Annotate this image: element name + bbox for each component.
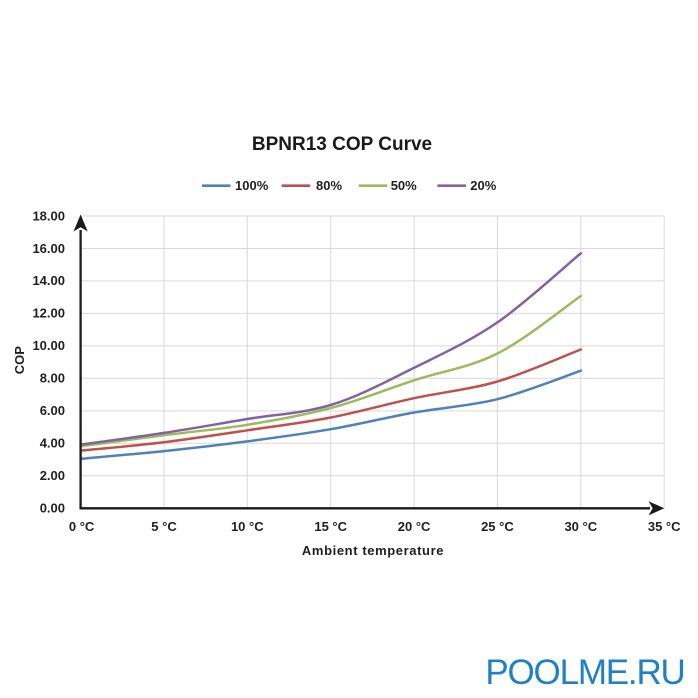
- svg-text:BPNR13 COP Curve: BPNR13 COP Curve: [252, 134, 432, 155]
- svg-text:0 °C: 0 °C: [69, 519, 95, 534]
- svg-text:50%: 50%: [391, 178, 417, 193]
- svg-text:14.00: 14.00: [32, 273, 65, 288]
- svg-text:30 °C: 30 °C: [564, 519, 597, 534]
- svg-text:12.00: 12.00: [32, 306, 65, 321]
- svg-text:100%: 100%: [235, 178, 269, 193]
- svg-text:35 °C: 35 °C: [648, 519, 681, 534]
- svg-text:0.00: 0.00: [40, 501, 65, 516]
- svg-text:COP: COP: [12, 346, 27, 375]
- svg-text:5 °C: 5 °C: [151, 519, 177, 534]
- svg-text:10 °C: 10 °C: [231, 519, 264, 534]
- svg-text:8.00: 8.00: [40, 371, 65, 386]
- svg-text:25 °C: 25 °C: [481, 519, 514, 534]
- svg-text:16.00: 16.00: [32, 241, 65, 256]
- svg-text:20%: 20%: [470, 178, 496, 193]
- svg-text:20 °C: 20 °C: [398, 519, 431, 534]
- svg-text:18.00: 18.00: [32, 208, 65, 223]
- svg-text:6.00: 6.00: [40, 403, 65, 418]
- svg-text:Ambient temperature: Ambient temperature: [302, 543, 444, 558]
- svg-text:4.00: 4.00: [40, 436, 65, 451]
- svg-text:10.00: 10.00: [32, 338, 65, 353]
- svg-text:80%: 80%: [316, 178, 342, 193]
- svg-text:15 °C: 15 °C: [314, 519, 347, 534]
- svg-text:2.00: 2.00: [40, 468, 65, 483]
- svg-text:POOLME.RU: POOLME.RU: [485, 653, 684, 692]
